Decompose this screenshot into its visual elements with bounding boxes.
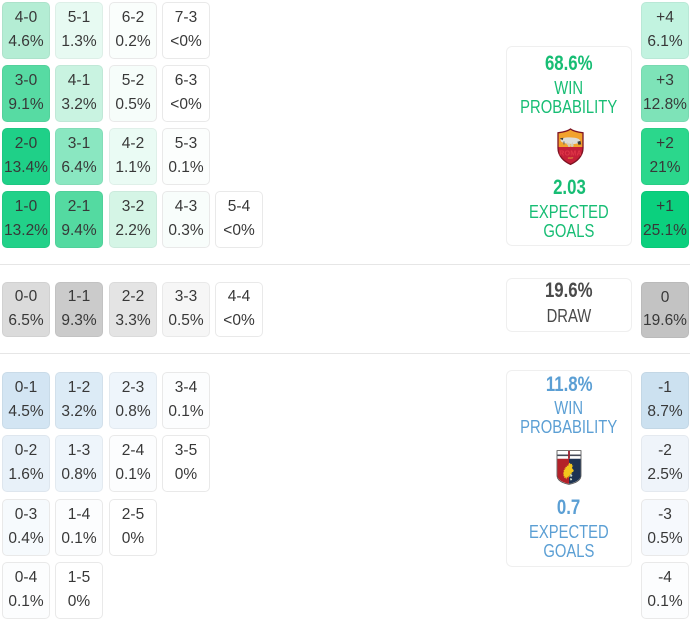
svg-text:1927: 1927 [568,156,574,160]
svg-text:ROMA: ROMA [559,149,582,158]
